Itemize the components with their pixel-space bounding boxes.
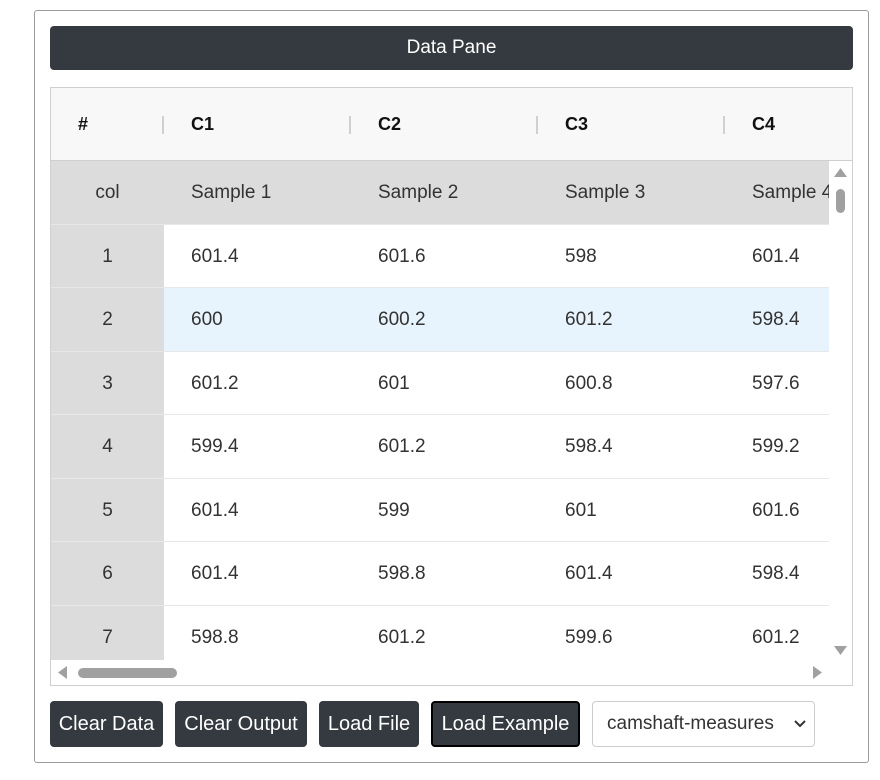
cell: 601.2 — [725, 605, 829, 660]
column-header: C4 — [752, 114, 776, 134]
column-header: C1 — [191, 114, 215, 134]
column-header: C3 — [565, 114, 589, 134]
cell: 601.2 — [538, 288, 725, 352]
row-header: 7 — [51, 605, 164, 660]
select-arrow — [794, 720, 806, 728]
cell: 601.6 — [725, 478, 829, 542]
cell: Sample 3 — [538, 161, 725, 225]
column-header: C2 — [378, 114, 402, 134]
grid-header: # C1 C2 C3 C4 — [51, 88, 852, 161]
cell: 601.4 — [538, 542, 725, 606]
cell: 599 — [351, 478, 538, 542]
example-select[interactable]: camshaft-measures — [592, 701, 815, 747]
button[interactable]: Load Example — [431, 701, 580, 747]
cell: 601.4 — [164, 542, 351, 606]
row-header: 2 — [51, 288, 164, 352]
cell: 598.4 — [538, 415, 725, 479]
cell: Sample 1 — [164, 161, 351, 225]
button[interactable]: Clear Output — [175, 701, 307, 747]
row-header: col — [51, 161, 164, 225]
vertical-scrollbar[interactable] — [829, 161, 852, 660]
cell: 598.4 — [725, 288, 829, 352]
cell: 601.2 — [351, 415, 538, 479]
select-value: camshaft-measures — [607, 713, 774, 734]
pane-title: Data Pane — [50, 26, 853, 70]
cell: 599.2 — [725, 415, 829, 479]
cell: 601.2 — [351, 605, 538, 660]
cell: 599.6 — [538, 605, 725, 660]
cell: 600.2 — [351, 288, 538, 352]
cell: Sample 4 — [725, 161, 829, 225]
column-header: # — [78, 114, 89, 134]
cell: 598.8 — [351, 542, 538, 606]
row-header: 5 — [51, 478, 164, 542]
data-grid: # C1 C2 C3 C4 col Sample 1 Sample 2 Sample 3 Sam… — [50, 87, 853, 686]
cell: 597.6 — [725, 351, 829, 415]
cell: Sample 2 — [351, 161, 538, 225]
cell: 601.4 — [164, 478, 351, 542]
panel-frame — [34, 10, 869, 763]
row-header: 4 — [51, 415, 164, 479]
button[interactable]: Load File — [319, 701, 419, 747]
cell: 601.6 — [351, 224, 538, 288]
button[interactable]: Clear Data — [50, 701, 163, 747]
cell: 601 — [351, 351, 538, 415]
horizontal-scrollbar[interactable] — [51, 660, 829, 685]
cell: 601.4 — [164, 224, 351, 288]
row-header: 6 — [51, 542, 164, 606]
cell: 601.4 — [725, 224, 829, 288]
column-separator — [536, 116, 538, 134]
grid-body: col Sample 1 Sample 2 Sample 3 Sample 4 1 601.… — [51, 161, 829, 660]
column-separator — [723, 116, 725, 134]
cell: 598.4 — [725, 542, 829, 606]
cell: 600 — [164, 288, 351, 352]
cell: 601.2 — [164, 351, 351, 415]
cell: 601 — [538, 478, 725, 542]
cell: 598.8 — [164, 605, 351, 660]
scrollbar-graphic — [58, 666, 822, 679]
row-header: 1 — [51, 224, 164, 288]
row-header: 3 — [51, 351, 164, 415]
cell: 598 — [538, 224, 725, 288]
cell: 600.8 — [538, 351, 725, 415]
cell: 599.4 — [164, 415, 351, 479]
column-separator — [349, 116, 351, 134]
scrollbar-graphic — [834, 168, 847, 655]
column-separator — [162, 116, 164, 134]
